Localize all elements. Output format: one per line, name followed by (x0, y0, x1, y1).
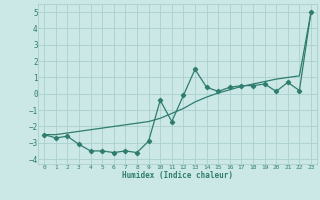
X-axis label: Humidex (Indice chaleur): Humidex (Indice chaleur) (122, 171, 233, 180)
